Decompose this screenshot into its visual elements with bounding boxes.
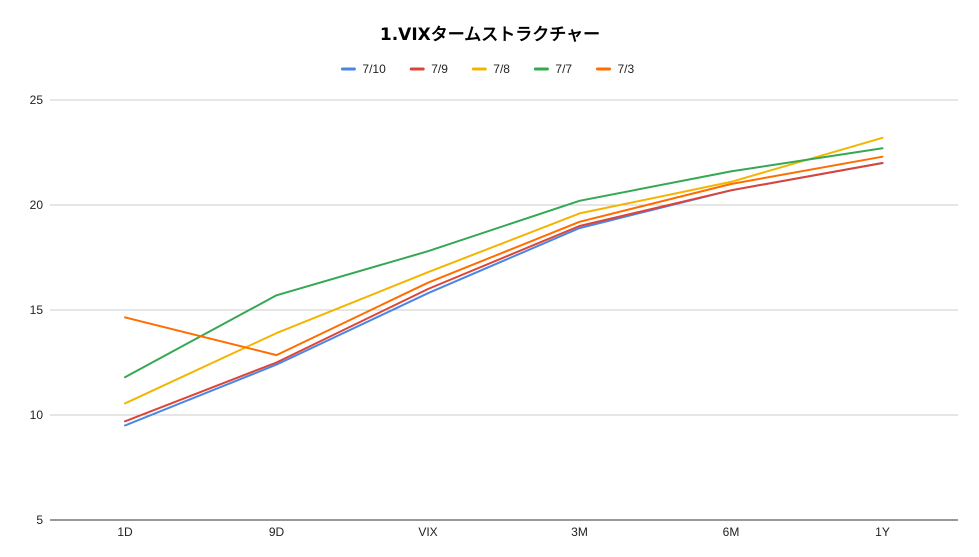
series-lines — [124, 136, 884, 427]
y-tick-label: 15 — [30, 303, 44, 317]
legend-item-7-8: 7/8 — [471, 62, 510, 76]
x-tick-label: 3M — [571, 525, 588, 539]
legend-item-7-3: 7/3 — [596, 62, 635, 76]
y-tick-label: 20 — [30, 198, 44, 212]
series-line-7-9 — [124, 162, 884, 423]
legend-label: 7/9 — [431, 62, 448, 76]
x-tick-label: 1D — [117, 525, 133, 539]
legend: 7/10 7/9 7/8 7/7 7/3 — [340, 62, 635, 76]
legend-label: 7/8 — [493, 62, 510, 76]
series-line-7-7 — [124, 147, 884, 379]
legend-item-7-7: 7/7 — [533, 62, 572, 76]
gridlines — [50, 99, 958, 521]
legend-label: 7/10 — [362, 62, 386, 76]
legend-label: 7/3 — [618, 62, 635, 76]
x-axis-tick-labels: 1D 9D VIX 3M 6M 1Y — [117, 525, 890, 539]
legend-label: 7/7 — [555, 62, 572, 76]
x-tick-label: 6M — [723, 525, 740, 539]
x-tick-label: 1Y — [875, 525, 890, 539]
series-line-7-10 — [124, 162, 884, 427]
x-tick-label: VIX — [418, 525, 437, 539]
y-tick-label: 5 — [36, 513, 43, 527]
series-line-7-8 — [124, 136, 884, 405]
y-axis-tick-labels: 5 10 15 20 25 — [30, 93, 44, 527]
x-tick-label: 9D — [269, 525, 285, 539]
legend-item-7-10: 7/10 — [340, 62, 386, 76]
series-line-7-3 — [124, 155, 884, 357]
y-tick-label: 10 — [30, 408, 44, 422]
chart-title: 1.VIXタームストラクチャー — [380, 25, 600, 45]
legend-item-7-9: 7/9 — [409, 62, 448, 76]
y-tick-label: 25 — [30, 93, 44, 107]
